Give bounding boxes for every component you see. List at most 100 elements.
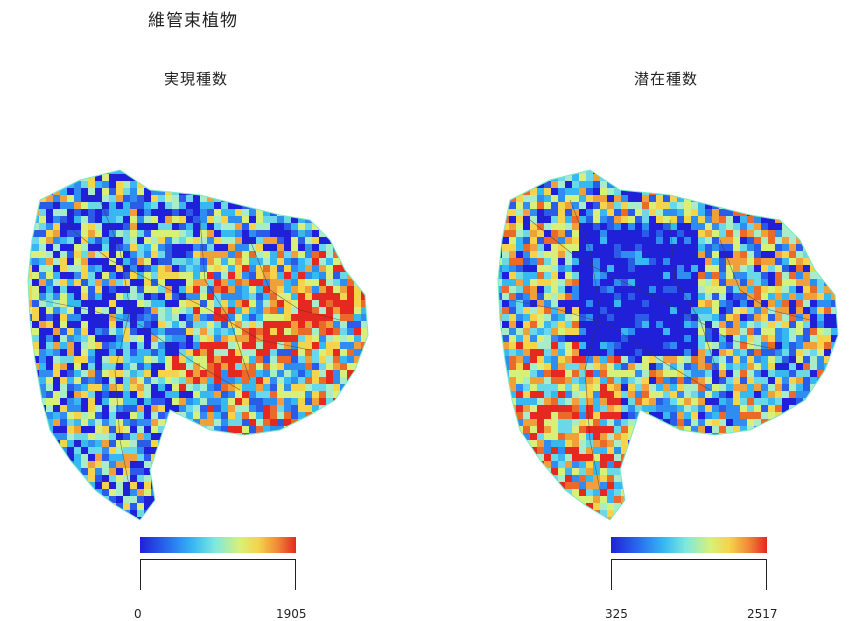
- map-cell: [326, 195, 333, 202]
- map-cell: [291, 503, 298, 510]
- map-cell: [200, 307, 207, 314]
- map-cell: [151, 405, 158, 412]
- map-cell: [221, 370, 228, 377]
- map-cell: [775, 426, 782, 433]
- map-cell: [677, 349, 684, 356]
- map-cell: [670, 251, 677, 258]
- map-cell: [249, 398, 256, 405]
- map-cell: [186, 503, 193, 510]
- map-cell: [298, 314, 305, 321]
- map-cell: [347, 510, 354, 517]
- map-cell: [516, 412, 523, 419]
- map-cell: [565, 258, 572, 265]
- map-cell: [593, 279, 600, 286]
- map-cell: [123, 489, 130, 496]
- map-cell: [235, 517, 242, 520]
- map-cell: [277, 265, 284, 272]
- map-cell: [172, 391, 179, 398]
- map-cell: [256, 377, 263, 384]
- map-cell: [726, 447, 733, 454]
- map-cell: [165, 258, 172, 265]
- map-cell: [754, 314, 761, 321]
- map-cell: [747, 454, 754, 461]
- map-cell: [116, 412, 123, 419]
- map-cell: [656, 370, 663, 377]
- map-cell: [235, 412, 242, 419]
- map-cell: [712, 356, 719, 363]
- map-cell: [803, 188, 810, 195]
- map-cell: [586, 391, 593, 398]
- map-cell: [214, 363, 221, 370]
- map-cell: [838, 363, 845, 370]
- map-cell: [256, 391, 263, 398]
- map-cell: [670, 384, 677, 391]
- map-cell: [498, 426, 502, 433]
- map-cell: [123, 496, 130, 503]
- map-cell: [523, 461, 530, 468]
- map-cell: [326, 412, 333, 419]
- map-cell: [593, 209, 600, 216]
- map-cell: [193, 170, 200, 174]
- map-cell: [537, 160, 544, 167]
- map-cell: [319, 237, 326, 244]
- map-cell: [263, 461, 270, 468]
- map-cell: [579, 342, 586, 349]
- map-cell: [144, 251, 151, 258]
- map-cell: [649, 335, 656, 342]
- map-cell: [740, 244, 747, 251]
- map-cell: [824, 265, 831, 272]
- map-cell: [319, 335, 326, 342]
- map-cell: [347, 300, 354, 307]
- map-cell: [165, 405, 172, 412]
- map-cell: [572, 237, 579, 244]
- map-cell: [747, 272, 754, 279]
- map-cell: [39, 258, 46, 265]
- map-cell: [537, 272, 544, 279]
- map-cell: [628, 356, 635, 363]
- map-cell: [558, 433, 565, 440]
- map-cell: [817, 209, 824, 216]
- map-cell: [74, 188, 81, 195]
- map-cell: [817, 426, 824, 433]
- map-cell: [60, 279, 67, 286]
- map-cell: [607, 265, 614, 272]
- map-cell: [831, 391, 838, 398]
- map-cell: [810, 426, 817, 433]
- map-cell: [810, 170, 817, 174]
- map-cell: [144, 335, 151, 342]
- map-cell: [53, 517, 60, 520]
- map-cell: [116, 272, 123, 279]
- map-cell: [600, 209, 607, 216]
- map-cell: [551, 419, 558, 426]
- map-cell: [165, 328, 172, 335]
- map-cell: [319, 510, 326, 517]
- map-cell: [172, 377, 179, 384]
- map-cell: [530, 170, 537, 174]
- map-cell: [530, 398, 537, 405]
- map-cell: [537, 419, 544, 426]
- map-cell: [593, 244, 600, 251]
- map-cell: [347, 482, 354, 489]
- legend-max-observed: 1905: [276, 607, 307, 621]
- map-cell: [95, 188, 102, 195]
- map-cell: [298, 244, 305, 251]
- map-cell: [53, 195, 60, 202]
- map-cell: [719, 265, 726, 272]
- map-cell: [32, 321, 39, 328]
- map-cell: [579, 440, 586, 447]
- map-cell: [263, 342, 270, 349]
- map-cell: [789, 461, 796, 468]
- map-cell: [642, 461, 649, 468]
- map-cell: [733, 440, 740, 447]
- map-cell: [74, 370, 81, 377]
- map-cell: [312, 314, 319, 321]
- map-cell: [754, 391, 761, 398]
- map-cell: [831, 447, 838, 454]
- map-cell: [796, 328, 803, 335]
- map-cell: [775, 454, 782, 461]
- map-cell: [46, 419, 53, 426]
- map-cell: [151, 244, 158, 251]
- map-cell: [200, 272, 207, 279]
- map-cell: [705, 307, 712, 314]
- map-cell: [684, 419, 691, 426]
